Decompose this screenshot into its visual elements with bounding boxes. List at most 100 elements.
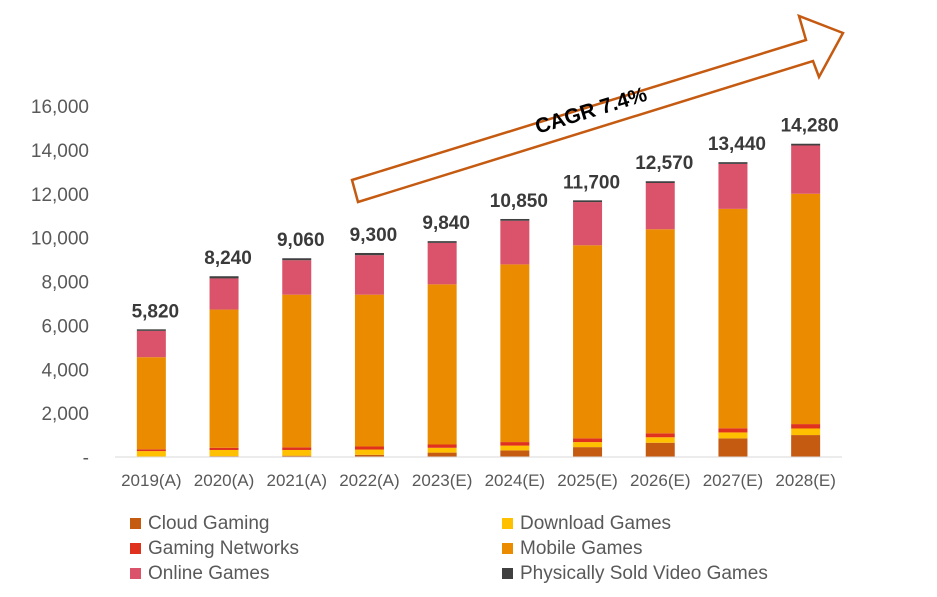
- bar-segment-online-games: [573, 202, 603, 246]
- bar-segment-mobile-games: [500, 264, 530, 443]
- total-label: 11,700: [563, 172, 620, 193]
- legend-label: Download Games: [520, 512, 672, 534]
- bar-segment-physically-sold-video-games: [209, 276, 239, 279]
- x-tick-label: 2027(E): [703, 471, 763, 490]
- legend-item: Physically Sold Video Games: [502, 562, 890, 585]
- legend-swatch: [502, 568, 513, 579]
- bar-segment-gaming-networks: [645, 433, 675, 438]
- bar-segment-physically-sold-video-games: [645, 181, 675, 184]
- total-labels: 5,820 8,240 9,060 9,300 9,840 10,850 11,700 12,…: [132, 116, 839, 323]
- bar-segment-download-games: [791, 428, 821, 436]
- bar-segment-physically-sold-video-games: [500, 218, 530, 221]
- x-axis: 2019(A) 2020(A) 2021(A) 2022(A) 2023(E) 2024(…: [115, 456, 842, 490]
- bar-segment-download-games: [573, 442, 603, 448]
- y-tick-label: 8,000: [41, 273, 89, 294]
- legend-label: Mobile Games: [520, 537, 643, 559]
- bar-segment-mobile-games: [427, 284, 457, 445]
- legend-swatch: [130, 568, 141, 579]
- bar-segment-physically-sold-video-games: [573, 200, 603, 203]
- bar-segment-cloud-gaming: [500, 450, 530, 457]
- y-axis: - 2,000 4,000 6,000 8,000 10,000 12,000 14,000 1…: [31, 97, 89, 469]
- y-tick-label: -: [83, 448, 89, 469]
- bar-segment-download-games: [136, 451, 166, 457]
- legend-swatch: [130, 543, 141, 554]
- bar-segment-cloud-gaming: [573, 447, 603, 457]
- bar-segment-mobile-games: [573, 245, 603, 439]
- y-tick-label: 14,000: [31, 141, 89, 162]
- bar-segment-online-games: [136, 330, 166, 358]
- legend-item: Mobile Games: [502, 537, 890, 560]
- bar-segment-download-games: [209, 449, 239, 457]
- bar-segment-gaming-networks: [500, 442, 530, 446]
- x-tick-label: 2022(A): [339, 471, 399, 490]
- bar-segment-gaming-networks: [354, 446, 384, 450]
- total-label: 13,440: [708, 134, 766, 155]
- total-label: 10,850: [490, 191, 548, 212]
- bar-segment-online-games: [282, 260, 312, 295]
- total-label: 9,300: [350, 225, 398, 246]
- total-label: 14,280: [781, 116, 839, 137]
- bar-segment-physically-sold-video-games: [136, 329, 166, 331]
- y-tick-label: 12,000: [31, 185, 89, 206]
- bar-segment-download-games: [282, 449, 312, 456]
- x-tick-label: 2023(E): [412, 471, 472, 490]
- bar-segment-download-games: [645, 437, 675, 443]
- legend-label: Physically Sold Video Games: [520, 562, 768, 584]
- legend-label: Cloud Gaming: [148, 512, 270, 534]
- legend-swatch: [502, 518, 513, 529]
- total-label: 12,570: [635, 153, 693, 174]
- stacked-bar-chart: - 2,000 4,000 6,000 8,000 10,000 12,000 14,000 1…: [31, 13, 845, 490]
- total-label: 9,840: [422, 213, 470, 234]
- bar-segment-mobile-games: [209, 309, 239, 448]
- bar-segment-online-games: [500, 220, 530, 265]
- bar-segment-gaming-networks: [791, 424, 821, 429]
- bar-segment-physically-sold-video-games: [427, 241, 457, 243]
- y-tick-label: 2,000: [41, 404, 89, 425]
- bar-segment-gaming-networks: [427, 444, 457, 448]
- bar-segment-cloud-gaming: [282, 455, 312, 457]
- bar-segment-gaming-networks: [136, 449, 166, 452]
- bar-segment-mobile-games: [645, 229, 675, 434]
- bar-segment-cloud-gaming: [354, 454, 384, 457]
- total-label: 9,060: [277, 230, 325, 251]
- bar-segment-gaming-networks: [573, 438, 603, 443]
- bar-segment-download-games: [354, 449, 384, 455]
- bar-segment-download-games: [427, 447, 457, 453]
- bar-segment-mobile-games: [718, 208, 748, 429]
- bar-segment-cloud-gaming: [427, 452, 457, 457]
- bar-segment-online-games: [645, 183, 675, 230]
- bar-segment-online-games: [791, 145, 821, 194]
- bar-segment-gaming-networks: [282, 447, 312, 450]
- bar-segment-physically-sold-video-games: [791, 143, 821, 146]
- bar-segment-online-games: [354, 255, 384, 295]
- bar-segment-download-games: [500, 445, 530, 451]
- legend-item: Download Games: [502, 512, 890, 535]
- legend-item: Online Games: [130, 562, 502, 585]
- cagr-arrow-shape: [350, 13, 845, 204]
- x-tick-label: 2025(E): [557, 471, 617, 490]
- total-label: 8,240: [204, 248, 252, 269]
- legend-label: Online Games: [148, 562, 270, 584]
- bar-segment-mobile-games: [354, 294, 384, 447]
- x-tick-label: 2024(E): [485, 471, 545, 490]
- bar-segment-download-games: [718, 432, 748, 439]
- bar-stacks: [136, 143, 821, 457]
- bar-segment-gaming-networks: [718, 428, 748, 433]
- bar-segment-physically-sold-video-games: [282, 258, 312, 261]
- x-tick-label: 2019(A): [121, 471, 181, 490]
- x-tick-label: 2020(A): [194, 471, 254, 490]
- bar-segment-cloud-gaming: [791, 435, 821, 457]
- legend-item: Cloud Gaming: [130, 512, 502, 535]
- bar-segment-cloud-gaming: [645, 442, 675, 457]
- bar-segment-online-games: [718, 163, 748, 209]
- bar-segment-online-games: [427, 242, 457, 285]
- legend-label: Gaming Networks: [148, 537, 299, 559]
- x-tick-label: 2026(E): [630, 471, 690, 490]
- legend-item: Gaming Networks: [130, 537, 502, 560]
- bar-segment-gaming-networks: [209, 447, 239, 450]
- bar-segment-mobile-games: [282, 294, 312, 448]
- legend-swatch: [130, 518, 141, 529]
- bar-segment-mobile-games: [136, 357, 166, 450]
- bar-segment-online-games: [209, 278, 239, 310]
- y-tick-label: 4,000: [41, 360, 89, 381]
